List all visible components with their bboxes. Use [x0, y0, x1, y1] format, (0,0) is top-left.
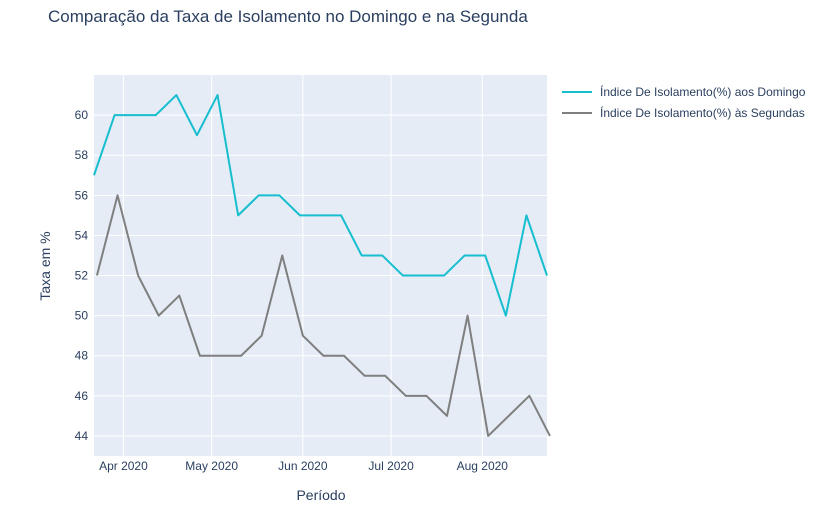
y-tick-label: 54: [75, 228, 89, 242]
chart-title: Comparação da Taxa de Isolamento no Domi…: [48, 7, 528, 26]
legend: Índice De Isolamento(%) aos Domingo Índic…: [562, 84, 806, 120]
x-axis-ticks: Apr 2020 May 2020 Jun 2020 Jul 2020 Aug 2020: [99, 459, 508, 473]
legend-label: Índice De Isolamento(%) aos Domingo: [600, 84, 806, 99]
y-tick-label: 44: [75, 429, 89, 443]
y-tick-label: 60: [75, 108, 89, 122]
x-tick-label: Apr 2020: [99, 459, 148, 473]
y-tick-label: 50: [75, 309, 89, 323]
y-tick-label: 52: [75, 269, 89, 283]
gridlines: [94, 75, 547, 456]
x-axis-title: Período: [296, 487, 345, 503]
y-axis-ticks: 44 46 48 50 52 54 56 58 60: [75, 108, 89, 443]
x-tick-label: Jun 2020: [278, 459, 328, 473]
y-tick-label: 56: [75, 188, 89, 202]
legend-label: Índice De Isolamento(%) às Segundas: [600, 105, 805, 120]
y-tick-label: 46: [75, 389, 89, 403]
series-lines: [93, 94, 551, 437]
x-tick-label: May 2020: [185, 459, 238, 473]
plot-area: [94, 75, 547, 456]
y-tick-label: 48: [75, 349, 89, 363]
y-axis-title: Taxa em %: [37, 231, 53, 300]
x-tick-label: Jul 2020: [368, 459, 414, 473]
y-tick-label: 58: [75, 148, 89, 162]
x-tick-label: Aug 2020: [457, 459, 509, 473]
